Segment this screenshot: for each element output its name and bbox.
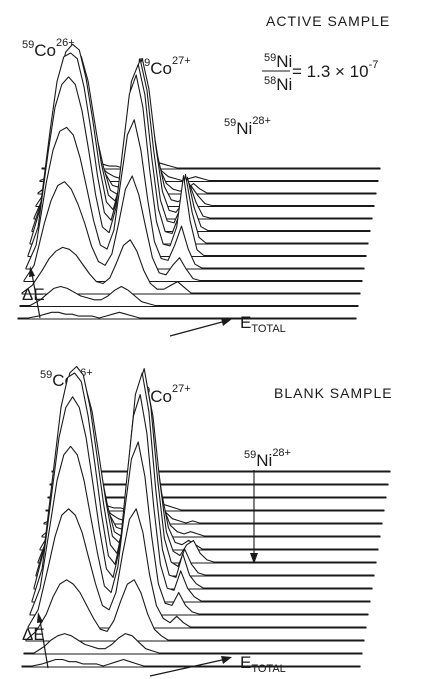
peak-label-ni28: 59Ni28+ (244, 447, 291, 470)
ratio-exponent: -7 (369, 59, 379, 71)
blank-sample-panel: BLANK SAMPLE 59Co26+ 59Co27+ 59Ni28+ ΔE … (21, 365, 393, 677)
delta-e-axis-label: ΔE (22, 625, 45, 644)
spectrum-trace (21, 658, 361, 668)
trace-stack (21, 365, 391, 668)
ratio-formula: 59Ni 58Ni = 1.3 × 10-7 (262, 52, 378, 94)
active-sample-panel: ACTIVE SAMPLE 59Ni 58Ni = 1.3 × 10-7 59C… (17, 13, 390, 337)
ratio-numerator-element: Ni (276, 52, 292, 71)
delta-e-axis-arrow (37, 612, 49, 669)
svg-text:= 1.3 × 10-7: = 1.3 × 10-7 (292, 59, 378, 81)
e-total-axis-label: ETOTAL (240, 653, 286, 675)
ni28-pointer-arrow (250, 470, 258, 564)
spectrum-trace (17, 311, 357, 320)
e-total-axis-label: ETOTAL (240, 313, 286, 335)
ratio-value: = 1.3 × 10 (292, 62, 369, 81)
peak-label-co27: 59Co27+ (138, 55, 191, 78)
spectrum-trace (51, 470, 391, 473)
panel-title: ACTIVE SAMPLE (266, 13, 390, 29)
delta-e-axis-label: ΔE (22, 285, 45, 304)
spectrum-trace (23, 633, 363, 655)
svg-text:58Ni: 58Ni (264, 75, 292, 94)
panel-title: BLANK SAMPLE (274, 385, 393, 401)
peak-label-ni28: 59Ni28+ (224, 115, 271, 138)
e-total-axis-arrow (169, 318, 232, 337)
e-total-axis-arrow (149, 656, 232, 677)
svg-text:59Ni: 59Ni (264, 52, 292, 71)
delta-e-axis-arrow (29, 266, 41, 319)
trace-stack (17, 43, 381, 320)
ratio-denominator-element: Ni (276, 75, 292, 94)
peak-label-co26: 59Co26+ (22, 37, 75, 60)
ratio-denominator-mass: 58 (264, 75, 276, 87)
spectrum-trace (19, 285, 359, 308)
ratio-numerator-mass: 59 (264, 52, 276, 64)
